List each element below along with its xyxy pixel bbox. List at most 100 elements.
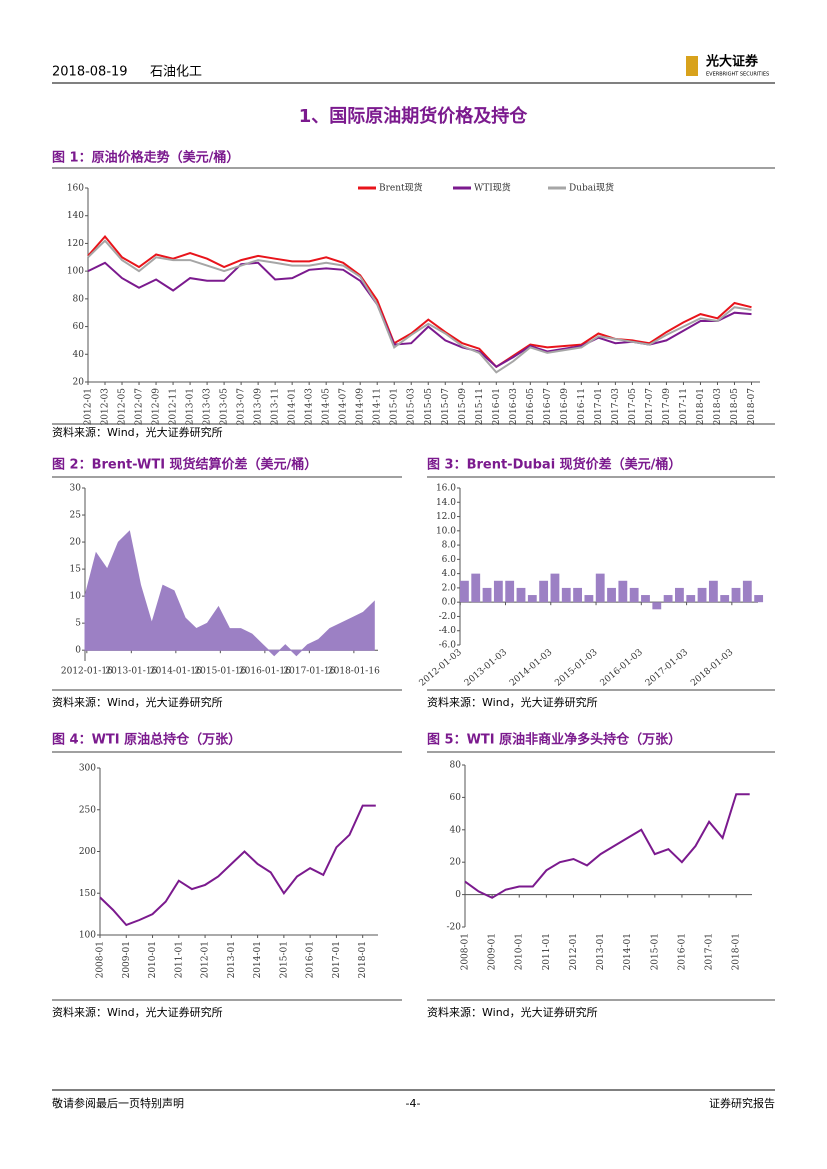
y-tick-label: -6.0 [439, 641, 457, 651]
x-tick-label: 2017-05 [628, 388, 638, 426]
x-tick-label: 2015-03 [407, 388, 417, 426]
x-tick-label: 2015-05 [424, 388, 434, 426]
x-tick-label: 2018-05 [730, 388, 740, 426]
y-tick-label: 200 [79, 847, 96, 857]
x-tick-label: 2016-01 [492, 388, 502, 425]
source-note: 资料来源：Wind，光大证券研究所 [52, 695, 223, 709]
bar [742, 580, 752, 603]
y-tick-label: 60 [450, 793, 462, 803]
x-tick-label: 2013-01 [186, 388, 196, 425]
bar [505, 580, 515, 603]
bar [686, 595, 696, 603]
data-line [464, 793, 750, 899]
x-tick-label: 2014-07 [339, 388, 349, 426]
x-tick-label: 2018-03 [713, 388, 723, 426]
data-line [87, 261, 752, 369]
y-tick-label: 16.0 [436, 484, 456, 494]
legend-label: Dubai现货 [569, 182, 614, 194]
x-tick-label: 2014-11 [373, 388, 383, 425]
x-tick-label: 2014-01 [288, 388, 298, 425]
bar [641, 595, 650, 603]
y-tick-label: 140 [67, 211, 84, 221]
x-tick-label: 2016-01-16 [239, 667, 291, 677]
x-tick-label: 2016-09 [560, 388, 570, 426]
bar [584, 595, 594, 603]
x-tick-label: 2012-11 [169, 388, 179, 425]
bar [460, 580, 469, 603]
data-line [87, 239, 752, 374]
y-tick-label: 4.0 [442, 569, 457, 579]
bar [629, 587, 639, 603]
x-tick-label: 2014-03 [305, 388, 315, 426]
x-tick-label: 2011-01 [174, 941, 184, 978]
x-tick-label: 2016-01 [677, 933, 687, 970]
x-tick-label: 2012-01-16 [61, 667, 113, 677]
y-tick-label: 10.0 [436, 526, 456, 536]
data-line [87, 234, 752, 369]
x-tick-label: 2012-01 [569, 933, 579, 970]
y-tick-label: 15 [70, 565, 82, 575]
x-tick-label: 2015-11 [475, 388, 485, 425]
y-tick-label: 2.0 [442, 583, 457, 593]
logo-icon [686, 56, 698, 76]
x-tick-label: 2008-01 [96, 941, 106, 978]
x-tick-label: 2013-07 [237, 388, 247, 426]
y-tick-label: 0 [455, 890, 461, 900]
source-note: 资料来源：Wind，光大证券研究所 [52, 425, 223, 439]
y-tick-label: 14.0 [436, 498, 456, 508]
x-tick-label: 2016-05 [526, 388, 536, 426]
x-tick-label: 2014-01-03 [508, 647, 554, 688]
bar [618, 580, 628, 603]
x-tick-label: 2012-09 [152, 388, 162, 426]
bar [573, 587, 582, 603]
bar [561, 587, 571, 603]
x-tick-label: 2012-01-03 [418, 647, 464, 688]
x-tick-label: 2017-11 [679, 388, 689, 425]
x-tick-label: 2018-01-16 [328, 667, 380, 677]
y-tick-label: -2.0 [439, 612, 457, 622]
x-tick-label: 2014-01 [623, 933, 633, 970]
logo-en: EVERBRIGHT SECURITIES [706, 72, 769, 78]
x-tick-label: 2015-01 [650, 933, 660, 970]
x-tick-label: 2012-01 [84, 388, 94, 425]
footer-left: 敬请参阅最后一页特别声明 [52, 1096, 184, 1110]
y-tick-label: 100 [67, 267, 84, 277]
x-tick-label: 2012-07 [135, 388, 145, 426]
x-tick-label: 2017-01-03 [644, 647, 690, 688]
x-tick-label: 2018-07 [747, 388, 757, 426]
legend-label: WTI现货 [474, 182, 511, 194]
y-tick-label: 6.0 [442, 555, 457, 565]
source-note: 资料来源：Wind，光大证券研究所 [427, 695, 598, 709]
x-tick-label: 2016-07 [543, 388, 553, 426]
bar [697, 587, 707, 603]
x-tick-label: 2015-09 [458, 388, 468, 426]
x-tick-label: 2010-01 [148, 941, 158, 978]
figure-caption: 图 4：WTI 原油总持仓（万张） [52, 732, 241, 748]
x-tick-label: 2013-09 [254, 388, 264, 426]
x-tick-label: 2014-09 [356, 388, 366, 426]
bar [527, 595, 537, 603]
x-tick-label: 2016-03 [509, 388, 519, 426]
y-tick-label: 20 [70, 538, 82, 548]
x-tick-label: 2009-01 [122, 941, 132, 978]
figure-caption: 图 5：WTI 原油非商业净多头持仓（万张） [427, 732, 681, 748]
x-tick-label: 2013-01 [596, 933, 606, 970]
y-tick-label: 5 [75, 619, 81, 629]
x-tick-label: 2018-01 [732, 933, 742, 970]
footer-right: 证券研究报告 [709, 1096, 775, 1110]
bar [663, 595, 673, 603]
bar [539, 580, 549, 603]
bar [550, 573, 560, 603]
report-date: 2018-08-19 [52, 65, 128, 80]
bar [675, 587, 684, 603]
legend-label: Brent现货 [379, 182, 423, 194]
x-tick-label: 2017-01-16 [283, 667, 335, 677]
x-tick-label: 2013-03 [203, 388, 213, 426]
x-tick-label: 2016-11 [577, 388, 587, 425]
y-tick-label: 120 [67, 239, 84, 249]
y-tick-label: 20 [73, 378, 85, 388]
x-tick-label: 2017-07 [645, 388, 655, 426]
x-tick-label: 2014-05 [322, 388, 332, 426]
bar [720, 595, 730, 603]
